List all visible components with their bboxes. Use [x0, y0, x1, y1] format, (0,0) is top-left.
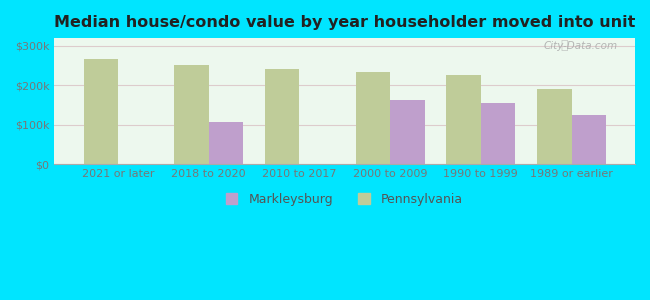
Bar	[481, 103, 515, 164]
Bar	[209, 122, 243, 164]
Bar	[390, 100, 424, 164]
Text: City-Data.com: City-Data.com	[543, 40, 618, 51]
Bar	[356, 72, 390, 164]
Bar	[571, 115, 606, 164]
Legend: Markleysburg, Pennsylvania: Markleysburg, Pennsylvania	[222, 188, 468, 211]
Text: ⦾: ⦾	[561, 39, 568, 52]
Bar	[174, 65, 209, 164]
Bar	[265, 69, 300, 164]
Bar	[447, 75, 481, 164]
Title: Median house/condo value by year householder moved into unit: Median house/condo value by year househo…	[54, 15, 636, 30]
Bar	[83, 58, 118, 164]
Bar	[537, 89, 571, 164]
